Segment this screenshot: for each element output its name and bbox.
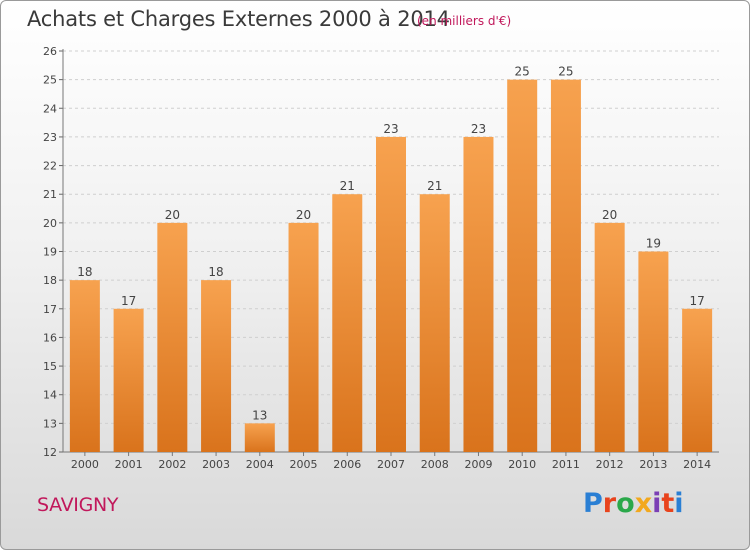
y-tick-label: 20 xyxy=(43,217,57,230)
data-labels: 18 17 20 18 13 20 21 23 21 23 25 25 20 19 17 xyxy=(77,65,705,423)
y-tick-label: 15 xyxy=(43,360,57,373)
bar xyxy=(638,251,669,452)
data-label: 25 xyxy=(558,65,573,79)
y-tick-label: 21 xyxy=(43,188,57,201)
x-tick-label: 2006 xyxy=(333,458,361,471)
y-tick-label: 23 xyxy=(43,131,57,144)
logo-letter: P xyxy=(583,488,603,519)
data-label: 17 xyxy=(689,294,704,308)
logo-letter: i xyxy=(652,488,662,519)
data-label: 19 xyxy=(646,237,661,251)
data-label: 23 xyxy=(383,122,398,136)
y-tick-label: 22 xyxy=(43,160,57,173)
proxiti-logo[interactable]: Proxiti xyxy=(583,488,684,519)
x-tick-label: 2010 xyxy=(508,458,536,471)
bar xyxy=(419,194,450,452)
logo-letter: r xyxy=(602,488,617,519)
data-label: 18 xyxy=(77,265,92,279)
x-tick-label: 2011 xyxy=(552,458,580,471)
data-label: 20 xyxy=(602,208,617,222)
x-tick-label: 2009 xyxy=(464,458,492,471)
x-tick-label: 2000 xyxy=(71,458,99,471)
y-tick-label: 24 xyxy=(43,102,57,115)
logo-letter: o xyxy=(616,488,635,519)
data-label: 25 xyxy=(515,65,530,79)
data-label: 23 xyxy=(471,122,486,136)
bars xyxy=(69,79,713,453)
data-label: 13 xyxy=(252,408,267,422)
y-tick-label: 26 xyxy=(43,45,57,58)
x-tick-label: 2008 xyxy=(421,458,449,471)
x-tick-label: 2004 xyxy=(246,458,274,471)
bar xyxy=(113,308,144,452)
x-tick-label: 2002 xyxy=(158,458,186,471)
bar xyxy=(244,423,275,452)
data-label: 21 xyxy=(427,179,442,193)
x-tick-label: 2012 xyxy=(596,458,624,471)
y-tick-label: 12 xyxy=(43,446,57,459)
x-tick-label: 2013 xyxy=(639,458,667,471)
x-tick-label: 2003 xyxy=(202,458,230,471)
bar xyxy=(507,79,538,453)
data-label: 21 xyxy=(340,179,355,193)
bar xyxy=(157,222,188,452)
data-label: 20 xyxy=(296,208,311,222)
tick-labels: 12 13 14 15 16 17 18 19 20 21 22 23 24 25 26 2000 2001 20… xyxy=(43,45,711,471)
x-tick-label: 2005 xyxy=(290,458,318,471)
y-tick-label: 17 xyxy=(43,303,57,316)
data-label: 17 xyxy=(121,294,136,308)
bar xyxy=(376,136,406,452)
chart-subtitle: (en milliers d'€) xyxy=(417,14,512,28)
data-label: 20 xyxy=(165,208,180,222)
bar xyxy=(332,194,363,452)
y-tick-label: 19 xyxy=(43,246,57,259)
y-tick-label: 13 xyxy=(43,417,57,430)
logo-letter: i xyxy=(674,488,684,519)
logo-letter: x xyxy=(634,488,653,519)
y-tick-label: 25 xyxy=(43,74,57,87)
x-tick-label: 2001 xyxy=(115,458,143,471)
y-tick-label: 16 xyxy=(43,331,57,344)
bar xyxy=(682,308,713,452)
y-tick-label: 14 xyxy=(43,389,57,402)
bar xyxy=(594,222,625,452)
chart-title: Achats et Charges Externes 2000 à 2014 xyxy=(27,7,450,31)
x-tick-label: 2014 xyxy=(683,458,711,471)
logo-letter: t xyxy=(661,488,675,519)
commune-name: SAVIGNY xyxy=(37,494,119,516)
data-label: 18 xyxy=(208,265,223,279)
bar xyxy=(550,79,581,453)
bar xyxy=(288,222,319,452)
bar xyxy=(69,280,100,452)
y-tick-label: 18 xyxy=(43,274,57,287)
x-tick-label: 2007 xyxy=(377,458,405,471)
bar xyxy=(201,280,232,452)
bar xyxy=(463,136,494,452)
